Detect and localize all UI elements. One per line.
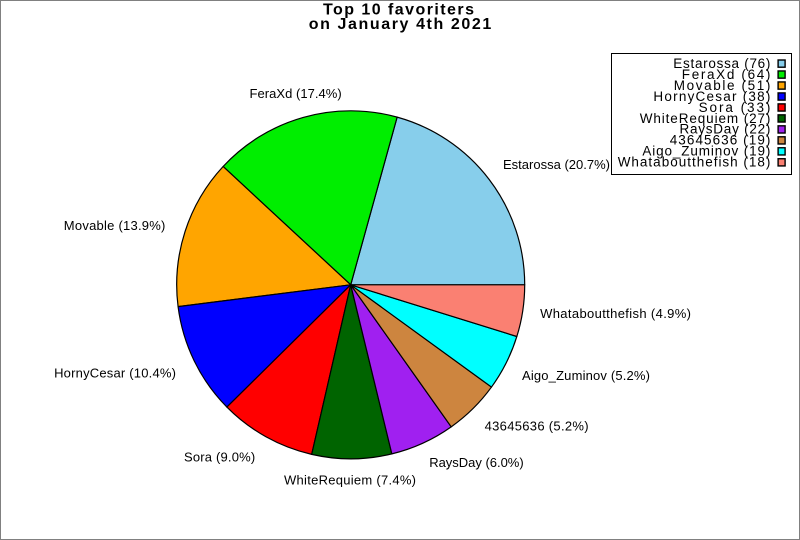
svg-text:Top 10 favoriters: Top 10 favoriters: [323, 1, 474, 18]
svg-text:Whataboutthefish (18): Whataboutthefish (18): [618, 155, 771, 170]
svg-text:WhiteRequiem (27): WhiteRequiem (27): [640, 111, 771, 126]
svg-text:FeraXd (17.4%): FeraXd (17.4%): [250, 86, 342, 101]
svg-text:HornyCesar (10.4%): HornyCesar (10.4%): [54, 366, 176, 381]
svg-text:RaysDay (22): RaysDay (22): [680, 122, 771, 137]
svg-text:43645636 (5.2%): 43645636 (5.2%): [485, 418, 589, 433]
svg-text:RaysDay (6.0%): RaysDay (6.0%): [429, 455, 524, 470]
svg-text:Aigo_Zuminov (5.2%): Aigo_Zuminov (5.2%): [522, 368, 650, 383]
svg-text:Estarossa (20.7%): Estarossa (20.7%): [503, 157, 610, 172]
svg-text:43645636 (19): 43645636 (19): [670, 133, 771, 148]
svg-text:Aigo_Zuminov (19): Aigo_Zuminov (19): [642, 144, 770, 159]
svg-text:Estarossa (76): Estarossa (76): [673, 56, 770, 71]
svg-text:on January 4th 2021: on January 4th 2021: [309, 16, 492, 33]
svg-text:Sora (9.0%): Sora (9.0%): [184, 449, 255, 464]
svg-text:Movable (13.9%): Movable (13.9%): [64, 218, 166, 233]
svg-text:Sora (33): Sora (33): [699, 100, 771, 115]
svg-text:Whataboutthefish (4.9%): Whataboutthefish (4.9%): [540, 306, 691, 321]
svg-text:HornyCesar (38): HornyCesar (38): [653, 89, 770, 104]
svg-text:FeraXd (64): FeraXd (64): [682, 67, 771, 82]
svg-text:WhiteRequiem (7.4%): WhiteRequiem (7.4%): [284, 472, 416, 487]
